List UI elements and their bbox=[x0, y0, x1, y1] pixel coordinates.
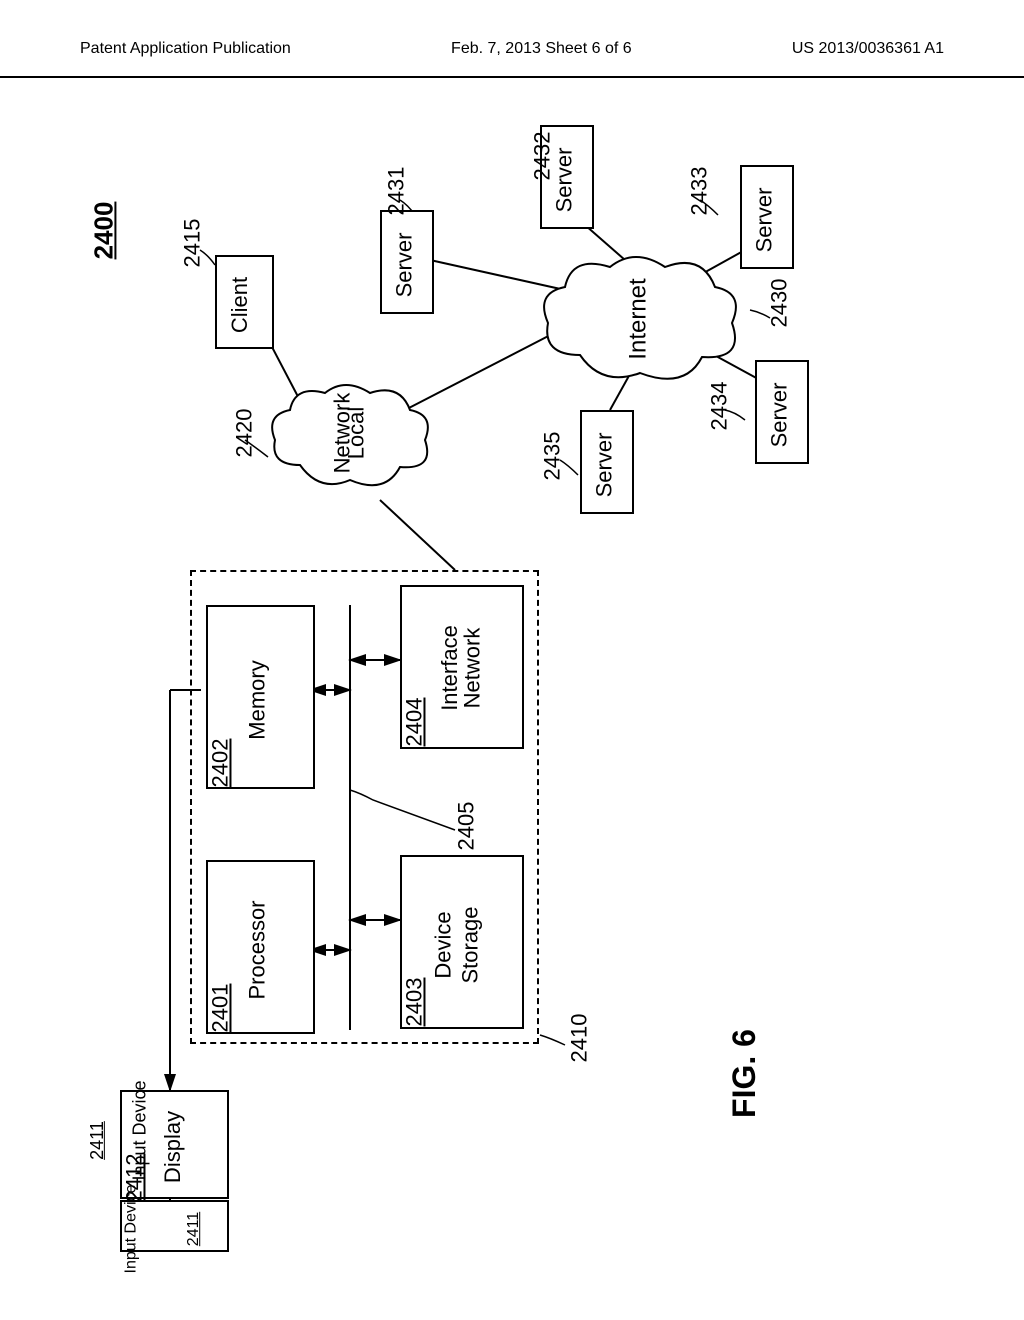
server-2433-label: Server bbox=[751, 188, 777, 253]
input-device-ref: 2411 bbox=[185, 1212, 203, 1246]
storage-label1: Storage bbox=[458, 906, 484, 983]
input-device-label: Input Device bbox=[122, 1185, 140, 1274]
server-2434-label: Server bbox=[766, 383, 792, 448]
client-label: Client bbox=[227, 277, 253, 333]
bus-ref: 2405 bbox=[453, 802, 479, 851]
processor-node: Processor 2401 bbox=[206, 860, 315, 1034]
server-2432-ref: 2432 bbox=[529, 132, 555, 181]
page-header: Patent Application Publication Feb. 7, 2… bbox=[0, 40, 1024, 78]
input-device-node: Input Device2411 bbox=[120, 1200, 229, 1252]
storage-ref: 2403 bbox=[401, 978, 427, 1027]
input-device-label: Input Device bbox=[130, 1080, 151, 1180]
network-interface-label2: Interface bbox=[437, 625, 463, 711]
server-2434-node: Server bbox=[755, 360, 809, 464]
network-interface-label1: Network bbox=[459, 628, 485, 709]
memory-ref: 2402 bbox=[207, 739, 233, 788]
input-device-ref: 2411 bbox=[87, 1121, 108, 1160]
storage-node: Storage Device 2403 bbox=[400, 855, 524, 1029]
local-network-ref: 2420 bbox=[231, 409, 257, 458]
server-2431-ref: 2431 bbox=[383, 167, 409, 216]
processor-ref: 2401 bbox=[207, 984, 233, 1033]
server-2435-node: Server bbox=[580, 410, 634, 514]
processor-label: Processor bbox=[245, 900, 271, 999]
server-2433-ref: 2433 bbox=[686, 167, 712, 216]
diagram-main-ref: 2400 bbox=[88, 202, 119, 260]
figure-label: FIG. 6 bbox=[726, 1029, 763, 1118]
server-2431-node: Server bbox=[380, 210, 434, 314]
display-label: Display bbox=[160, 1111, 186, 1183]
header-left: Patent Application Publication bbox=[80, 40, 291, 70]
computer-ref: 2410 bbox=[566, 1014, 592, 1063]
internet-label: Internet bbox=[625, 278, 653, 359]
network-interface-node: Network Interface 2404 bbox=[400, 585, 524, 749]
server-2431-label: Server bbox=[391, 233, 417, 298]
header-center: Feb. 7, 2013 Sheet 6 of 6 bbox=[451, 40, 632, 70]
server-2435-label: Server bbox=[591, 433, 617, 498]
diagram: 2400 FIG. 6 Client 2415 Server 2431 Serv… bbox=[60, 100, 960, 1250]
spacer bbox=[250, 1090, 300, 1320]
network-interface-ref: 2404 bbox=[401, 698, 427, 747]
memory-node: Memory 2402 bbox=[206, 605, 315, 789]
header-right: US 2013/0036361 A1 bbox=[792, 40, 944, 70]
server-2435-ref: 2435 bbox=[539, 432, 565, 481]
storage-label2: Device bbox=[431, 911, 457, 978]
client-ref: 2415 bbox=[179, 219, 205, 268]
memory-label: Memory bbox=[245, 660, 271, 739]
client-node: Client bbox=[215, 255, 274, 349]
internet-ref: 2430 bbox=[766, 279, 792, 328]
local-network-label2: Network bbox=[329, 393, 355, 474]
